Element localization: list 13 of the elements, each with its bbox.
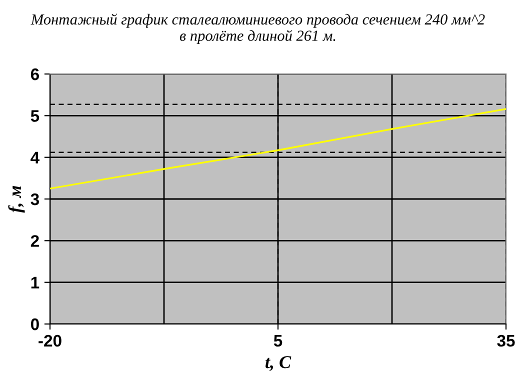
x-tick-label: 35 — [497, 334, 515, 347]
y-tick-label: 2 — [30, 235, 39, 247]
y-axis-title: f, м — [8, 186, 25, 213]
y-tick-label: 1 — [31, 276, 40, 288]
x-axis-title: t, C — [266, 356, 292, 371]
y-tick-label: 3 — [30, 193, 39, 206]
x-tick-label: -20 — [38, 334, 62, 347]
x-tick-label: 5 — [274, 335, 282, 347]
y-tick-label: 0 — [30, 318, 39, 330]
y-tick-label: 5 — [30, 110, 40, 122]
y-tick-label: 6 — [30, 68, 39, 80]
y-tick-label: 4 — [30, 152, 40, 164]
chart-title: Монтажный график сталеалюминиевого провода сечением 240 мм^2 в пролёте длиной 261 м. — [30, 14, 485, 44]
